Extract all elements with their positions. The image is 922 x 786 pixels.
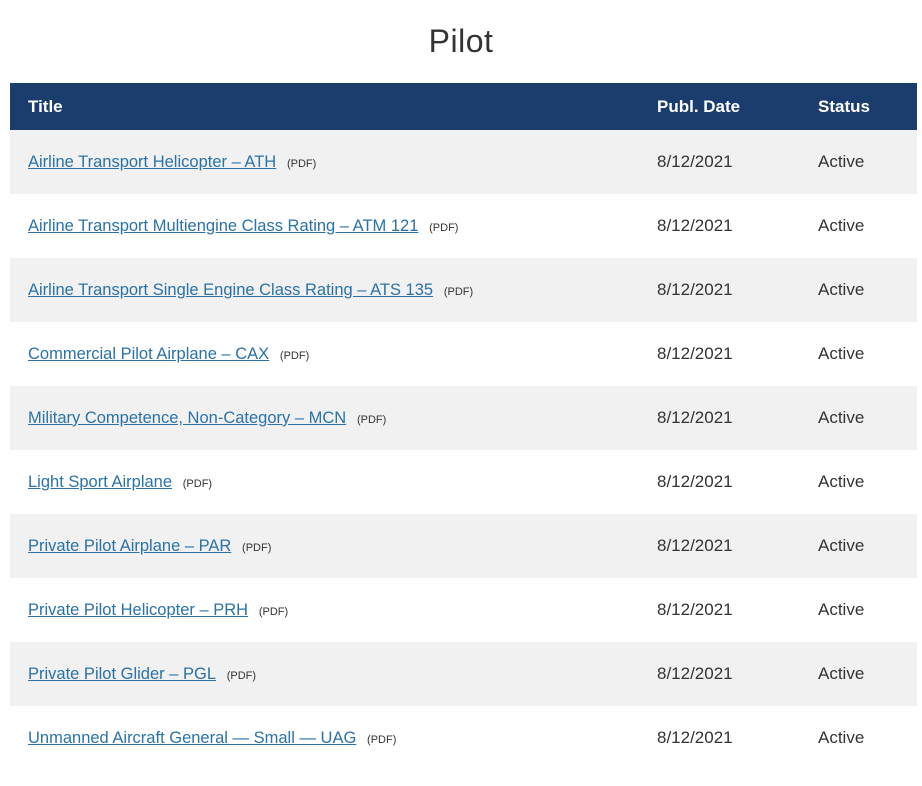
pdf-format-label: (PDF) bbox=[182, 478, 213, 490]
table-row: Airline Transport Single Engine Class Ra… bbox=[10, 258, 917, 322]
title-cell: Airline Transport Multiengine Class Rati… bbox=[10, 216, 647, 236]
publ-date-cell: 8/12/2021 bbox=[657, 280, 733, 299]
status-cell: Active bbox=[818, 408, 865, 427]
document-link[interactable]: Unmanned Aircraft General — Small — UAG bbox=[28, 729, 357, 747]
column-header-status: Status bbox=[818, 96, 870, 116]
status-cell: Active bbox=[818, 344, 865, 363]
column-header-title: Title bbox=[28, 96, 63, 116]
column-header-publ-date: Publ. Date bbox=[657, 96, 741, 116]
table-body: Airline Transport Helicopter – ATH (PDF)… bbox=[10, 130, 917, 770]
pdf-format-label: (PDF) bbox=[286, 158, 317, 170]
document-link[interactable]: Private Pilot Helicopter – PRH bbox=[28, 601, 249, 619]
status-cell: Active bbox=[818, 280, 865, 299]
table-header-row: Title Publ. Date Status bbox=[10, 83, 917, 130]
title-cell: Airline Transport Single Engine Class Ra… bbox=[10, 280, 647, 300]
document-link[interactable]: Private Pilot Airplane – PAR bbox=[28, 537, 232, 555]
title-cell: Light Sport Airplane (PDF) bbox=[10, 472, 647, 492]
table-row: Light Sport Airplane (PDF) 8/12/2021 Act… bbox=[10, 450, 917, 514]
status-cell: Active bbox=[818, 216, 865, 235]
publ-date-cell: 8/12/2021 bbox=[657, 408, 733, 427]
pdf-format-label: (PDF) bbox=[443, 286, 474, 298]
title-cell: Military Competence, Non-Category – MCN … bbox=[10, 408, 647, 428]
publ-date-cell: 8/12/2021 bbox=[657, 536, 733, 555]
publ-date-cell: 8/12/2021 bbox=[657, 344, 733, 363]
publ-date-cell: 8/12/2021 bbox=[657, 216, 733, 235]
status-cell: Active bbox=[818, 536, 865, 555]
status-cell: Active bbox=[818, 472, 865, 491]
pdf-format-label: (PDF) bbox=[429, 222, 459, 234]
status-cell: Active bbox=[818, 600, 865, 619]
documents-table: Title Publ. Date Status Airline Transpor… bbox=[10, 83, 917, 770]
status-cell: Active bbox=[818, 728, 865, 747]
status-cell: Active bbox=[818, 664, 865, 683]
page-title: Pilot bbox=[428, 23, 494, 59]
pdf-format-label: (PDF) bbox=[279, 350, 310, 362]
document-link[interactable]: Airline Transport Multiengine Class Rati… bbox=[28, 217, 419, 235]
document-link[interactable]: Light Sport Airplane bbox=[28, 473, 173, 491]
page-header: Pilot bbox=[0, 0, 922, 83]
document-link[interactable]: Airline Transport Single Engine Class Ra… bbox=[28, 281, 434, 299]
pdf-format-label: (PDF) bbox=[356, 414, 387, 426]
document-link[interactable]: Commercial Pilot Airplane – CAX bbox=[28, 345, 270, 363]
document-link[interactable]: Airline Transport Helicopter – ATH bbox=[28, 153, 277, 171]
publ-date-cell: 8/12/2021 bbox=[657, 728, 733, 747]
table-row: Airline Transport Multiengine Class Rati… bbox=[10, 194, 917, 258]
publ-date-cell: 8/12/2021 bbox=[657, 152, 733, 171]
title-cell: Commercial Pilot Airplane – CAX (PDF) bbox=[10, 344, 647, 364]
table-row: Airline Transport Helicopter – ATH (PDF)… bbox=[10, 130, 917, 194]
pdf-format-label: (PDF) bbox=[242, 542, 272, 554]
table-row: Unmanned Aircraft General — Small — UAG … bbox=[10, 706, 917, 770]
pdf-format-label: (PDF) bbox=[367, 734, 397, 746]
document-link[interactable]: Private Pilot Glider – PGL bbox=[28, 665, 216, 683]
pdf-format-label: (PDF) bbox=[226, 670, 257, 682]
status-cell: Active bbox=[818, 152, 865, 171]
title-cell: Private Pilot Airplane – PAR (PDF) bbox=[10, 536, 647, 556]
title-cell: Private Pilot Helicopter – PRH (PDF) bbox=[10, 600, 647, 620]
table-row: Commercial Pilot Airplane – CAX (PDF) 8/… bbox=[10, 322, 917, 386]
title-cell: Private Pilot Glider – PGL (PDF) bbox=[10, 664, 647, 684]
document-link[interactable]: Military Competence, Non-Category – MCN bbox=[28, 409, 347, 427]
publ-date-cell: 8/12/2021 bbox=[657, 664, 733, 683]
publ-date-cell: 8/12/2021 bbox=[657, 600, 733, 619]
table-row: Private Pilot Glider – PGL (PDF) 8/12/20… bbox=[10, 642, 917, 706]
pdf-format-label: (PDF) bbox=[258, 606, 289, 618]
title-cell: Unmanned Aircraft General — Small — UAG … bbox=[10, 728, 647, 748]
table-row: Private Pilot Airplane – PAR (PDF) 8/12/… bbox=[10, 514, 917, 578]
table-row: Military Competence, Non-Category – MCN … bbox=[10, 386, 917, 450]
title-cell: Airline Transport Helicopter – ATH (PDF) bbox=[10, 152, 647, 172]
publ-date-cell: 8/12/2021 bbox=[657, 472, 733, 491]
table-row: Private Pilot Helicopter – PRH (PDF) 8/1… bbox=[10, 578, 917, 642]
